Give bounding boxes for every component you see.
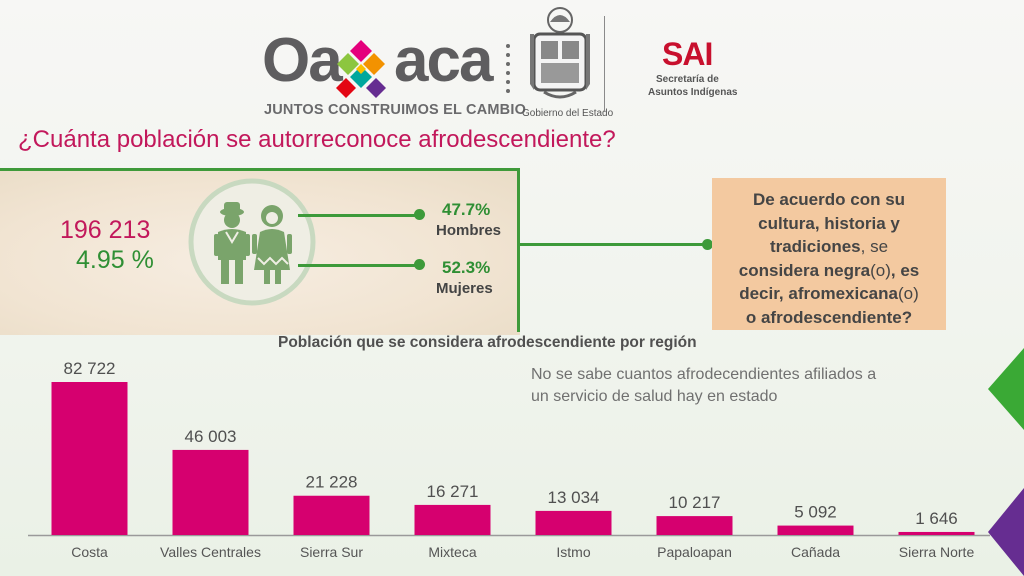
women-percent: 52.3% [442, 258, 491, 277]
state-coat-of-arms-icon [530, 7, 590, 99]
x-tick-label: Cañada [791, 544, 840, 560]
men-connector-line [298, 214, 420, 217]
definition-line-6: o afrodescendiente? [745, 307, 913, 327]
logo-word-left: Oa [262, 26, 343, 95]
green-corner-tab [988, 348, 1024, 430]
logo-mark-icon [336, 40, 386, 98]
logo-word-right: aca [394, 26, 493, 95]
data-label: 82 722 [64, 359, 116, 378]
data-label: 5 092 [794, 503, 837, 522]
x-tick-label: Costa [71, 544, 108, 560]
x-tick-label: Valles Centrales [160, 544, 261, 560]
data-label: 10 217 [669, 493, 721, 512]
definition-connector-dot [702, 239, 713, 250]
oaxaca-logo: Oa aca JUNTOS CONSTRUIMOS EL CAMBIO [262, 26, 526, 122]
logo-slogan: JUNTOS CONSTRUIMOS EL CAMBIO [264, 102, 527, 118]
data-label: 16 271 [427, 482, 479, 501]
sai-subtitle-2: Asuntos Indígenas [648, 87, 738, 98]
definition-line-5: decir, afromexicana(o) [739, 284, 919, 303]
health-note-line-1: No se sabe cuantos afrodecendientes afil… [531, 366, 877, 383]
sai-name: SAI [662, 36, 713, 72]
bar-istmo [535, 510, 612, 535]
x-tick-label: Sierra Sur [300, 544, 363, 560]
gov-caption: Gobierno del Estado [522, 108, 614, 119]
total-population: 196 213 [60, 216, 151, 244]
logo-separator-dots [506, 44, 512, 100]
definition-line-3: tradiciones, se [769, 237, 889, 256]
men-percent: 47.7% [442, 200, 491, 219]
men-label: Hombres [436, 222, 502, 239]
women-connector-line [298, 264, 420, 267]
bar-papaloapan [656, 516, 733, 535]
bar-valles-centrales [172, 449, 249, 535]
definition-box: De acuerdo con su cultura, historia y tr… [712, 178, 946, 330]
data-label: 1 646 [915, 509, 958, 528]
page-title: ¿Cuánta población se autorreconoce afrod… [18, 126, 616, 153]
logo-divider [604, 16, 605, 112]
region-bar-chart: 82 722 Costa 46 003 Valles Centrales 21 228 S… [28, 359, 990, 560]
definition-line-2: cultura, historia y [758, 213, 900, 233]
chart-title: Población que se considera afrodescendie… [278, 334, 697, 351]
bar-mixteca [414, 504, 491, 535]
men-connector-dot [414, 209, 425, 220]
total-percent: 4.95 % [76, 246, 154, 274]
data-label: 46 003 [185, 427, 237, 446]
x-tick-label: Istmo [556, 544, 590, 560]
stats-panel-edge [517, 168, 520, 332]
definition-connector-line [520, 243, 710, 246]
x-tick-label: Mixteca [428, 544, 476, 560]
data-label: 13 034 [548, 488, 600, 507]
man-woman-icon [188, 178, 316, 306]
bar-costa [51, 382, 128, 535]
bar-cañada [777, 525, 854, 535]
bar-sierra-sur [293, 495, 370, 535]
definition-line-1: De acuerdo con su [752, 190, 906, 209]
data-label: 21 228 [306, 473, 358, 492]
definition-text: De acuerdo con su cultura, historia y tr… [712, 188, 946, 329]
purple-corner-tab [988, 488, 1024, 576]
bar-sierra-norte [898, 531, 975, 535]
x-tick-label: Sierra Norte [899, 544, 975, 560]
women-label: Mujeres [436, 280, 493, 297]
sai-subtitle-1: Secretaría de [656, 74, 719, 85]
definition-line-4: considera negra(o), es [738, 260, 920, 280]
sai-logo: SAI Secretaría de Asuntos Indígenas [640, 36, 737, 106]
women-connector-dot [414, 259, 425, 270]
x-tick-label: Papaloapan [657, 544, 732, 560]
health-note-line-2: un servicio de salud hay en estado [531, 388, 778, 405]
